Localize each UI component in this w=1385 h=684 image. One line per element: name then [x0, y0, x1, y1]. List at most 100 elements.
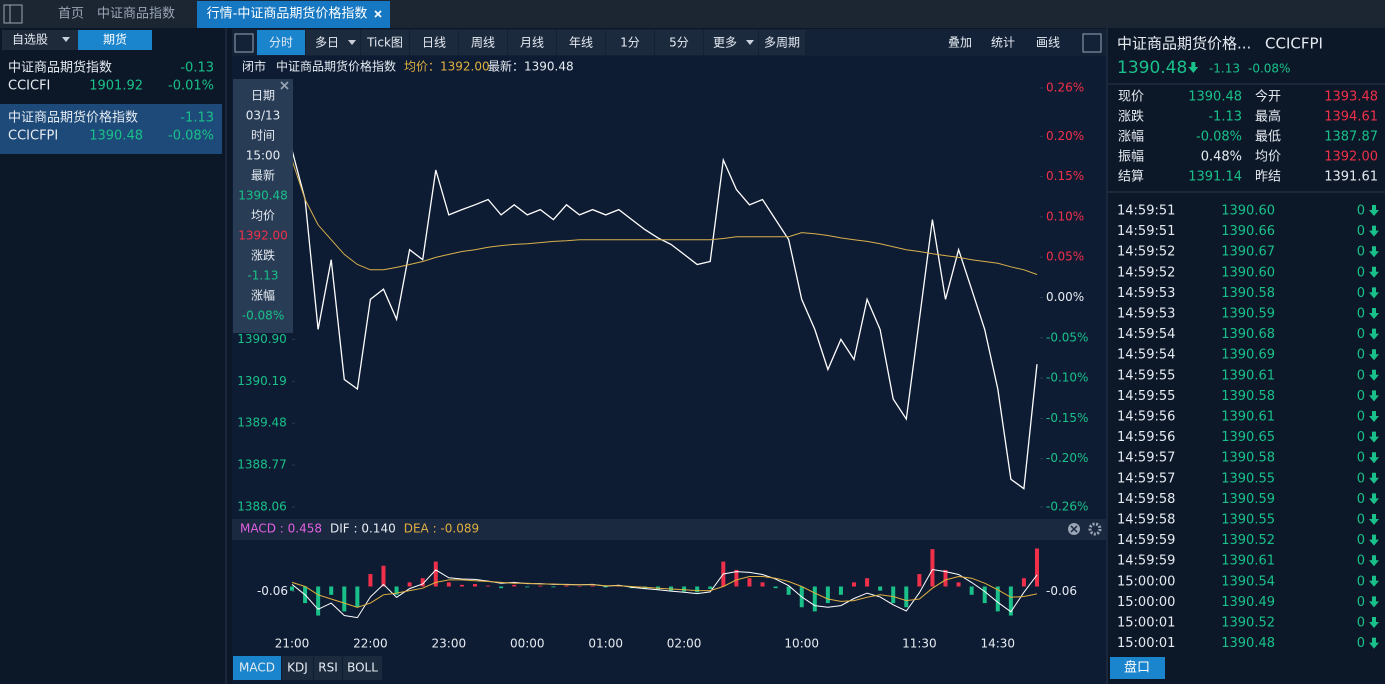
button-label[interactable]: 5分: [669, 36, 689, 50]
tick-price: 1390.61: [1221, 410, 1275, 425]
button-label[interactable]: Tick图: [366, 36, 403, 50]
toolbar-button[interactable]: [759, 30, 805, 55]
item-code: CCICFPI: [8, 129, 58, 144]
tab[interactable]: 首页: [58, 7, 84, 22]
avg-price: 均价：1392.00: [404, 60, 490, 74]
toolbar-button[interactable]: [557, 30, 605, 55]
close-icon[interactable]: [280, 81, 289, 90]
toolbar-button[interactable]: [410, 30, 458, 55]
macd-bar: [747, 578, 752, 587]
indicator-tab[interactable]: [282, 656, 313, 680]
tick-price: 1390.60: [1221, 265, 1275, 280]
tick-price: 1390.58: [1221, 389, 1275, 404]
toolbar-button[interactable]: [361, 30, 409, 55]
button-label[interactable]: 期货: [103, 32, 127, 47]
button-label[interactable]: 多日: [315, 36, 339, 50]
tab-label[interactable]: MACD: [239, 661, 275, 675]
close-icon[interactable]: [374, 10, 382, 18]
button-label[interactable]: 更多: [713, 36, 737, 50]
menu-icon: [3, 4, 23, 24]
button-label[interactable]: 1分: [620, 36, 640, 50]
field-label: 昨结: [1255, 170, 1281, 185]
tab[interactable]: 中证商品指数: [97, 7, 175, 22]
toolbar-button[interactable]: [257, 30, 305, 55]
active-tab[interactable]: [197, 1, 390, 28]
down-arrow-icon: [1369, 617, 1379, 628]
toolbar-action[interactable]: 叠加: [948, 36, 972, 50]
button-label[interactable]: 多周期: [764, 36, 800, 50]
quote-pct: -0.08%: [1248, 62, 1290, 76]
y-tick-label: 1390.19: [237, 374, 287, 388]
macd-bar: [551, 586, 556, 588]
toolbar-action[interactable]: 画线: [1036, 36, 1060, 50]
button-label[interactable]: 月线: [520, 36, 544, 50]
indicator-tab[interactable]: [314, 656, 342, 680]
toolbar-button[interactable]: [606, 30, 654, 55]
toolbar-button[interactable]: [459, 30, 507, 55]
macd-bar: [1034, 548, 1039, 587]
down-arrow-icon: [1369, 493, 1379, 505]
field-value: 1392.00: [1324, 150, 1378, 165]
tick-time: 14:59:53: [1117, 286, 1175, 301]
close-icon[interactable]: [1070, 525, 1078, 533]
panel-icon[interactable]: [1082, 33, 1102, 53]
tick-price: 1390.52: [1221, 533, 1275, 548]
down-arrow-icon: [1369, 390, 1379, 402]
button[interactable]: [2, 30, 78, 50]
macd-bar: [812, 586, 817, 612]
y-tick-label: 1389.48: [237, 416, 287, 430]
indicator-tab[interactable]: [233, 656, 281, 680]
settings-icon[interactable]: [1088, 522, 1102, 536]
toolbar-action[interactable]: 统计: [991, 36, 1015, 50]
selected-item: [0, 104, 222, 154]
button[interactable]: [78, 30, 152, 50]
x-tick-label: 10:00: [784, 637, 819, 651]
tick-volume: 0: [1357, 224, 1365, 239]
y2-tick-label: 0.05%: [1046, 250, 1084, 264]
tab[interactable]: 行情-中证商品期货价格指数: [207, 6, 368, 22]
field-value: 1387.87: [1324, 130, 1378, 145]
panel-icon[interactable]: [234, 33, 254, 53]
item-code: CCICFI: [8, 79, 50, 94]
field-value: 1390.48: [1188, 90, 1242, 105]
tab-label[interactable]: KDJ: [287, 661, 308, 675]
button-label[interactable]: 自选股: [12, 33, 48, 47]
quote-panel: [1107, 28, 1385, 684]
tick-time: 15:00:01: [1117, 636, 1175, 651]
tick-volume: 0: [1357, 451, 1365, 466]
macd-bar: [904, 586, 909, 608]
chart-area: [232, 56, 1106, 684]
tooltip-value: -0.08%: [242, 309, 284, 323]
tick-volume: 0: [1357, 265, 1365, 280]
x-tick-label: 01:00: [588, 637, 623, 651]
field-label: 均价: [1255, 150, 1281, 165]
tooltip-value: 15:00: [246, 149, 281, 163]
y2-tick-label: -0.10%: [1046, 371, 1088, 385]
button[interactable]: [1110, 657, 1165, 679]
button-label[interactable]: 日线: [422, 36, 446, 50]
button-label[interactable]: 盘口: [1124, 660, 1150, 676]
tick-time: 14:59:52: [1117, 245, 1175, 260]
tick-price: 1390.52: [1221, 616, 1275, 631]
button-label[interactable]: 年线: [569, 36, 593, 50]
button-label[interactable]: 分时: [269, 36, 293, 50]
tick-price: 1390.61: [1221, 554, 1275, 569]
tick-time: 14:59:51: [1117, 224, 1175, 239]
toolbar-button[interactable]: [508, 30, 556, 55]
toolbar-button[interactable]: [655, 30, 703, 55]
tab-label[interactable]: BOLL: [347, 661, 378, 675]
tab-label[interactable]: RSI: [318, 661, 338, 675]
button-label[interactable]: 周线: [471, 36, 495, 50]
field-label: 现价: [1118, 90, 1144, 105]
macd-bar: [329, 586, 334, 595]
macd-bar: [486, 585, 491, 587]
macd-bar: [773, 586, 778, 589]
tick-time: 14:59:56: [1117, 430, 1175, 445]
x-tick-label: 11:30: [902, 637, 937, 651]
tick-time: 14:59:57: [1117, 471, 1175, 486]
indicator-tab[interactable]: [343, 656, 382, 680]
field-value: 1391.61: [1324, 170, 1378, 185]
field-value: 1393.48: [1324, 90, 1378, 105]
macd-bar: [930, 549, 935, 587]
tick-price: 1390.68: [1221, 327, 1275, 342]
